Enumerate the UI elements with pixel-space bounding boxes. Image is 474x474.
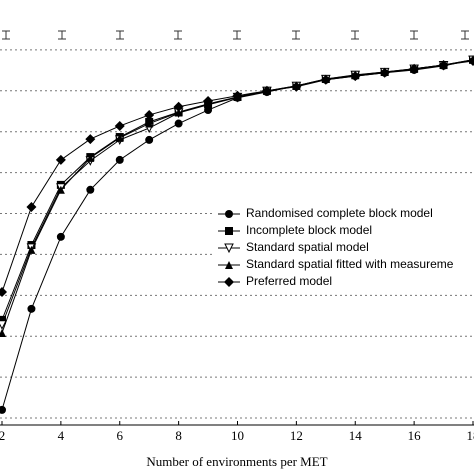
x-tick-label: 16: [408, 428, 422, 443]
x-tick-label: 2: [0, 428, 5, 443]
marker: [225, 227, 233, 235]
marker: [225, 210, 233, 218]
marker: [224, 243, 234, 254]
marker: [174, 119, 183, 128]
x-axis-label: Number of environments per MET: [146, 454, 327, 469]
marker: [0, 287, 7, 298]
x-tick-label: 8: [175, 428, 182, 443]
marker: [320, 74, 331, 85]
marker: [232, 90, 243, 101]
marker: [203, 96, 214, 107]
marker: [379, 67, 390, 78]
marker: [27, 245, 36, 254]
marker: [261, 85, 272, 96]
x-tick-label: 12: [290, 428, 303, 443]
marker: [0, 315, 6, 324]
marker: [115, 133, 124, 142]
legend-background: [214, 205, 474, 292]
marker: [145, 119, 154, 128]
marker: [224, 277, 234, 287]
legend-label: Incomplete block model: [246, 223, 372, 237]
marker: [115, 155, 124, 164]
x-tick-label: 10: [231, 428, 244, 443]
marker: [225, 261, 233, 269]
marker: [27, 304, 36, 313]
legend-label: Standard spatial fitted with measureme: [246, 257, 454, 271]
legend-label: Standard spatial model: [246, 240, 369, 254]
marker: [85, 134, 96, 145]
marker: [173, 101, 184, 112]
marker: [56, 232, 65, 241]
x-tick-label: 18: [467, 428, 474, 443]
x-tick-label: 4: [58, 428, 65, 443]
x-tick-label: 14: [349, 428, 363, 443]
marker: [145, 135, 154, 144]
marker: [0, 320, 7, 330]
marker: [55, 154, 66, 165]
marker: [438, 60, 449, 71]
marker: [86, 185, 95, 194]
marker: [291, 81, 302, 92]
marker: [0, 328, 6, 337]
legend-label: Preferred model: [246, 274, 332, 288]
marker: [26, 201, 37, 212]
marker: [56, 185, 65, 194]
error-bars: [2, 30, 469, 40]
legend-label: Randomised complete block model: [246, 206, 433, 220]
marker: [0, 405, 6, 414]
x-tick-label: 6: [117, 428, 124, 443]
legend: Randomised complete block model Incomplet…: [214, 205, 474, 292]
marker: [350, 71, 361, 82]
marker: [174, 108, 183, 117]
marker: [86, 153, 95, 162]
marker: [409, 63, 420, 74]
marker: [114, 120, 125, 131]
marker: [144, 109, 155, 120]
marker: [468, 55, 474, 66]
